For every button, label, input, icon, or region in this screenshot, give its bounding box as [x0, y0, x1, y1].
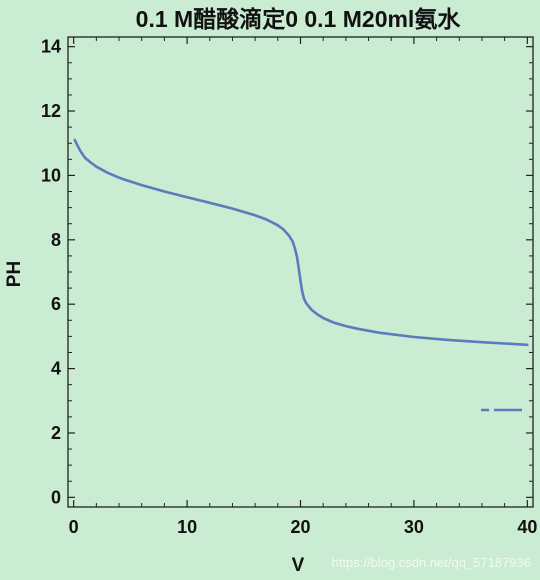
x-axis: 0 10 20 30 40: [69, 37, 537, 537]
x-tick-label: 30: [404, 517, 424, 537]
x-axis-label: V: [292, 555, 305, 576]
y-tick-label: 6: [51, 294, 61, 314]
y-tick-label: 8: [51, 230, 61, 250]
y-axis: 0 2 4 6 8 10 12 14: [41, 37, 533, 507]
y-tick-label: 12: [41, 101, 61, 121]
series-layer: [73, 138, 529, 347]
x-tick-label: 40: [517, 517, 537, 537]
y-tick-label: 2: [51, 423, 61, 443]
y-tick-label: 0: [51, 487, 61, 507]
x-tick-label: 20: [290, 517, 310, 537]
x-tick-label: 0: [69, 517, 79, 537]
y-tick-label: 14: [41, 37, 61, 57]
y-axis-label: PH: [4, 261, 25, 287]
y-tick-label: 4: [51, 359, 61, 379]
y-tick-label: 10: [41, 165, 61, 185]
watermark: https://blog.csdn.net/qq_57187936: [332, 555, 532, 570]
series-line-0: [73, 138, 529, 347]
chart-title: 0.1 M醋酸滴定0 0.1 M20ml氨水: [136, 6, 462, 32]
x-tick-label: 10: [177, 517, 197, 537]
